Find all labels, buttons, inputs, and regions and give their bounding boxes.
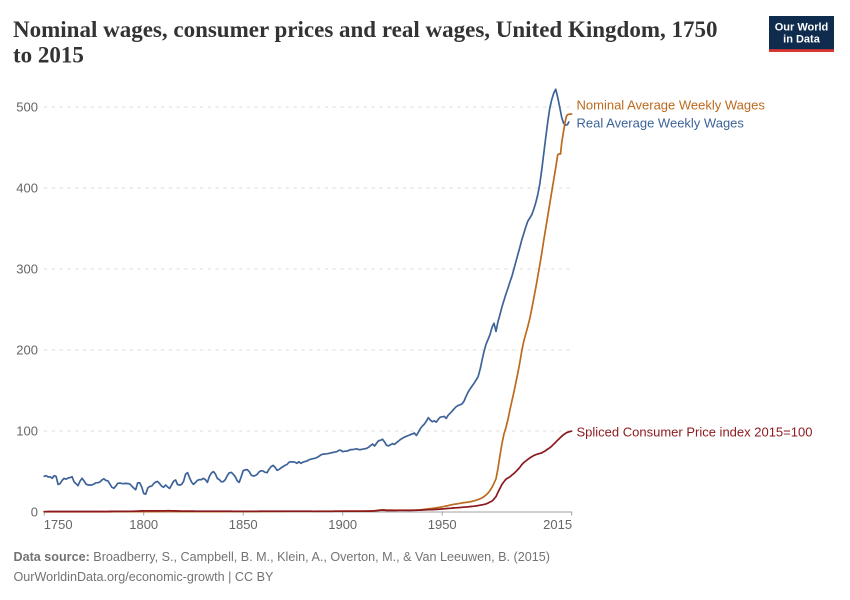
svg-text:Our World: Our World (775, 22, 829, 34)
svg-text:OurWorldinData.org/economic-gr: OurWorldinData.org/economic-growth | CC … (14, 570, 275, 584)
svg-text:to 2015: to 2015 (13, 43, 84, 68)
svg-text:500: 500 (16, 100, 38, 115)
svg-text:300: 300 (16, 262, 38, 277)
svg-text:1750: 1750 (44, 517, 73, 532)
svg-text:Data source: Broadberry, S., C: Data source: Broadberry, S., Campbell, B… (14, 550, 550, 564)
svg-text:100: 100 (16, 424, 38, 439)
svg-text:Real Average Weekly Wages: Real Average Weekly Wages (577, 116, 745, 131)
svg-text:Spliced Consumer Price index 2: Spliced Consumer Price index 2015=100 (577, 425, 813, 440)
svg-text:1950: 1950 (428, 517, 457, 532)
svg-text:200: 200 (16, 343, 38, 358)
svg-text:Nominal Average Weekly Wages: Nominal Average Weekly Wages (577, 98, 766, 113)
svg-text:Nominal wages, consumer prices: Nominal wages, consumer prices and real … (13, 17, 718, 42)
svg-text:0: 0 (31, 505, 38, 520)
svg-text:1800: 1800 (129, 517, 158, 532)
svg-text:2015: 2015 (543, 517, 572, 532)
svg-text:in Data: in Data (783, 34, 821, 46)
svg-text:1850: 1850 (229, 517, 258, 532)
svg-text:400: 400 (16, 181, 38, 196)
svg-text:1900: 1900 (328, 517, 357, 532)
